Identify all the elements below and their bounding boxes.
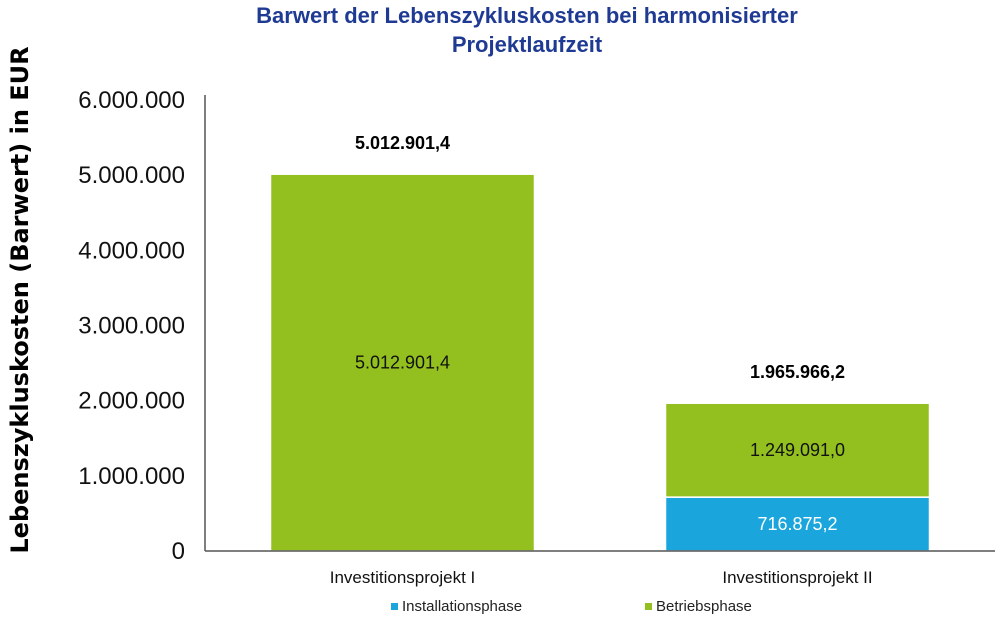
y-tick-label: 6.000.000	[78, 87, 185, 114]
legend-swatch	[645, 603, 652, 610]
y-tick-label: 1.000.000	[78, 463, 185, 490]
x-axis-categories: Investitionsprojekt I Investitionsprojekt…	[330, 568, 873, 587]
bar-segment-betriebsphase	[664, 402, 931, 498]
bar-segment-value-label: 716.875,2	[757, 514, 837, 534]
x-category-label: Investitionsprojekt I	[330, 568, 476, 587]
bar-total-label: 5.012.901,4	[355, 133, 450, 153]
bars: 5.012.901,4 5.012.901,4 716.875,2 1.249.091…	[269, 133, 931, 552]
y-axis-ticks: 0 1.000.000 2.000.000 3.000.000 4.000.000 5.0…	[78, 87, 185, 565]
y-tick-label: 5.000.000	[78, 162, 185, 189]
legend-label: Installationsphase	[402, 598, 522, 615]
chart-title-line-2: Projektlaufzeit	[452, 32, 603, 57]
bar-segment-value-label: 5.012.901,4	[355, 353, 450, 373]
legend-swatch	[391, 603, 398, 610]
y-tick-label: 4.000.000	[78, 237, 185, 264]
axes	[204, 95, 995, 552]
legend: Installationsphase Betriebsphase	[391, 598, 752, 615]
bar-segment-installationsphase	[664, 496, 931, 552]
bar-segment-value-label: 1.249.091,0	[750, 440, 845, 460]
y-tick-label: 0	[172, 538, 185, 565]
chart-title: Barwert der Lebenszykluskosten bei harmo…	[256, 3, 798, 57]
y-axis-label: Lebenszykluskosten (Barwert) in EUR	[6, 46, 34, 553]
chart-title-line-1: Barwert der Lebenszykluskosten bei harmo…	[256, 3, 798, 28]
legend-label: Betriebsphase	[656, 598, 752, 615]
y-tick-label: 2.000.000	[78, 388, 185, 415]
bar-segment-betriebsphase	[269, 173, 536, 552]
bar-total-label: 1.965.966,2	[750, 362, 845, 382]
x-category-label: Investitionsprojekt II	[722, 568, 872, 587]
y-tick-label: 3.000.000	[78, 313, 185, 340]
